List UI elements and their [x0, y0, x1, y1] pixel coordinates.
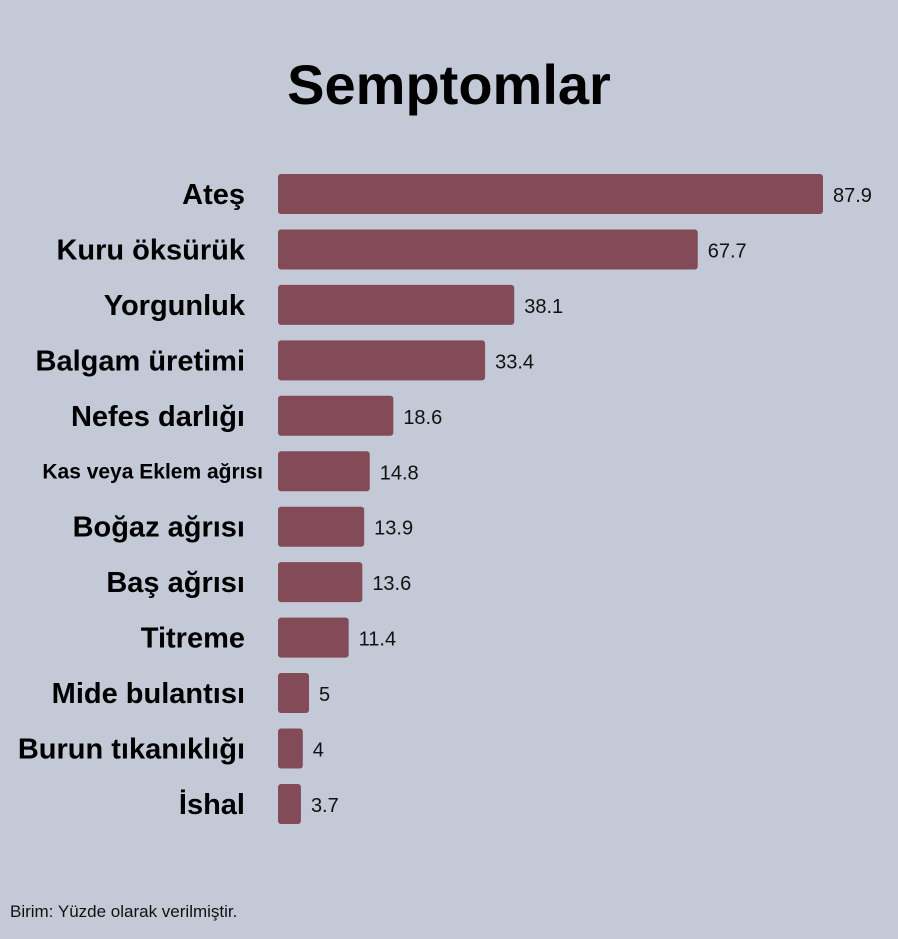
category-label: Kuru öksürük	[56, 234, 245, 266]
category-label: Boğaz ağrısı	[73, 512, 245, 544]
category-label: Burun tıkanıklığı	[18, 734, 245, 766]
value-label: 4	[313, 740, 324, 762]
value-label: 38.1	[524, 296, 563, 318]
bar	[278, 783, 301, 824]
category-label: Baş ağrısı	[106, 567, 245, 599]
category-label: Mide bulantısı	[52, 678, 245, 710]
category-label: İshal	[179, 789, 245, 821]
category-label: Kas veya Eklem ağrısı	[42, 460, 263, 483]
category-label: Nefes darlığı	[71, 401, 245, 433]
category-label: Ateş	[182, 179, 245, 211]
bar	[278, 673, 310, 714]
bar	[278, 395, 394, 436]
value-label: 11.4	[359, 629, 396, 651]
footnote: Birim: Yüzde olarak verilmiştir.	[10, 902, 238, 921]
value-label: 5	[319, 684, 330, 706]
category-label: Balgam üretimi	[36, 345, 246, 377]
bar	[278, 229, 698, 270]
value-label: 3.7	[311, 795, 339, 817]
bar	[278, 340, 486, 381]
bar	[278, 617, 349, 658]
category-label: Yorgunluk	[104, 290, 246, 322]
value-label: 18.6	[403, 407, 442, 429]
chart-title: Semptomlar	[287, 53, 611, 116]
bar	[278, 562, 363, 603]
value-label: 13.6	[372, 573, 411, 595]
category-label: Titreme	[141, 623, 245, 655]
value-label: 67.7	[708, 240, 747, 262]
value-label: 13.9	[374, 518, 413, 540]
value-label: 14.8	[380, 462, 419, 484]
bar	[278, 174, 823, 214]
bar	[278, 451, 370, 492]
value-label: 33.4	[495, 351, 534, 373]
bar	[278, 284, 515, 325]
value-label: 87.9	[833, 185, 872, 207]
bar	[278, 506, 365, 547]
bar	[278, 728, 303, 769]
